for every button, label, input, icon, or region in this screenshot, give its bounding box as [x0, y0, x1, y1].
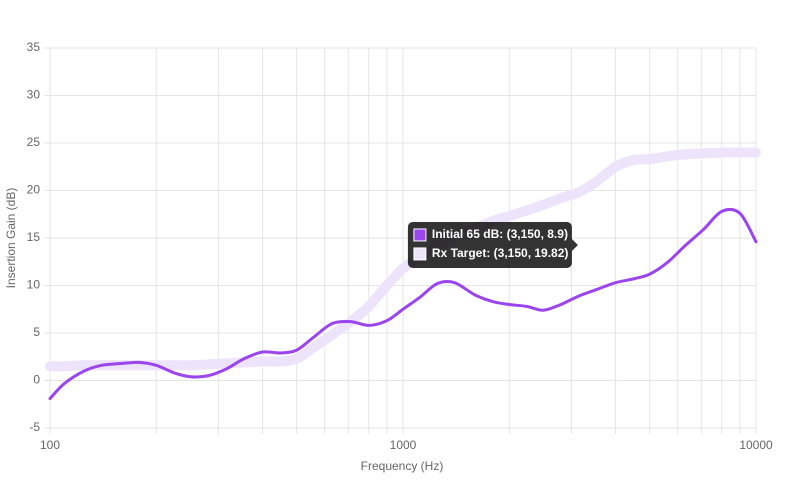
line-series [45, 147, 761, 372]
y-tick-label: 35 [27, 40, 41, 54]
tooltip-swatch [413, 228, 427, 242]
y-tick-label: 0 [33, 373, 40, 387]
tooltip-text: Rx Target: (3,150, 19.82) [432, 246, 569, 260]
y-tick-label: 25 [27, 135, 41, 149]
x-tick-label: 1000 [390, 438, 417, 452]
y-axis-label: Insertion Gain (dB) [4, 188, 18, 289]
tooltip-swatch [413, 247, 427, 261]
y-tick-label: 10 [27, 278, 41, 292]
tooltip-caret [571, 238, 578, 251]
y-tick-label: 15 [27, 230, 41, 244]
x-tick-label: 10000 [739, 438, 773, 452]
y-tick-label: 5 [33, 325, 40, 339]
tooltip-text: Initial 65 dB: (3,150, 8.9) [432, 227, 568, 241]
x-axis-label: Frequency (Hz) [361, 459, 444, 473]
line-series [48, 208, 758, 401]
x-tick-label: 100 [40, 438, 60, 452]
y-tick-label: -5 [29, 420, 40, 434]
y-tick-label: 20 [27, 183, 41, 197]
tooltip-box [407, 221, 572, 268]
tooltip: Initial 65 dB: (3,150, 8.9) Rx Target: (3… [407, 221, 578, 268]
y-tick-label: 30 [27, 88, 41, 102]
